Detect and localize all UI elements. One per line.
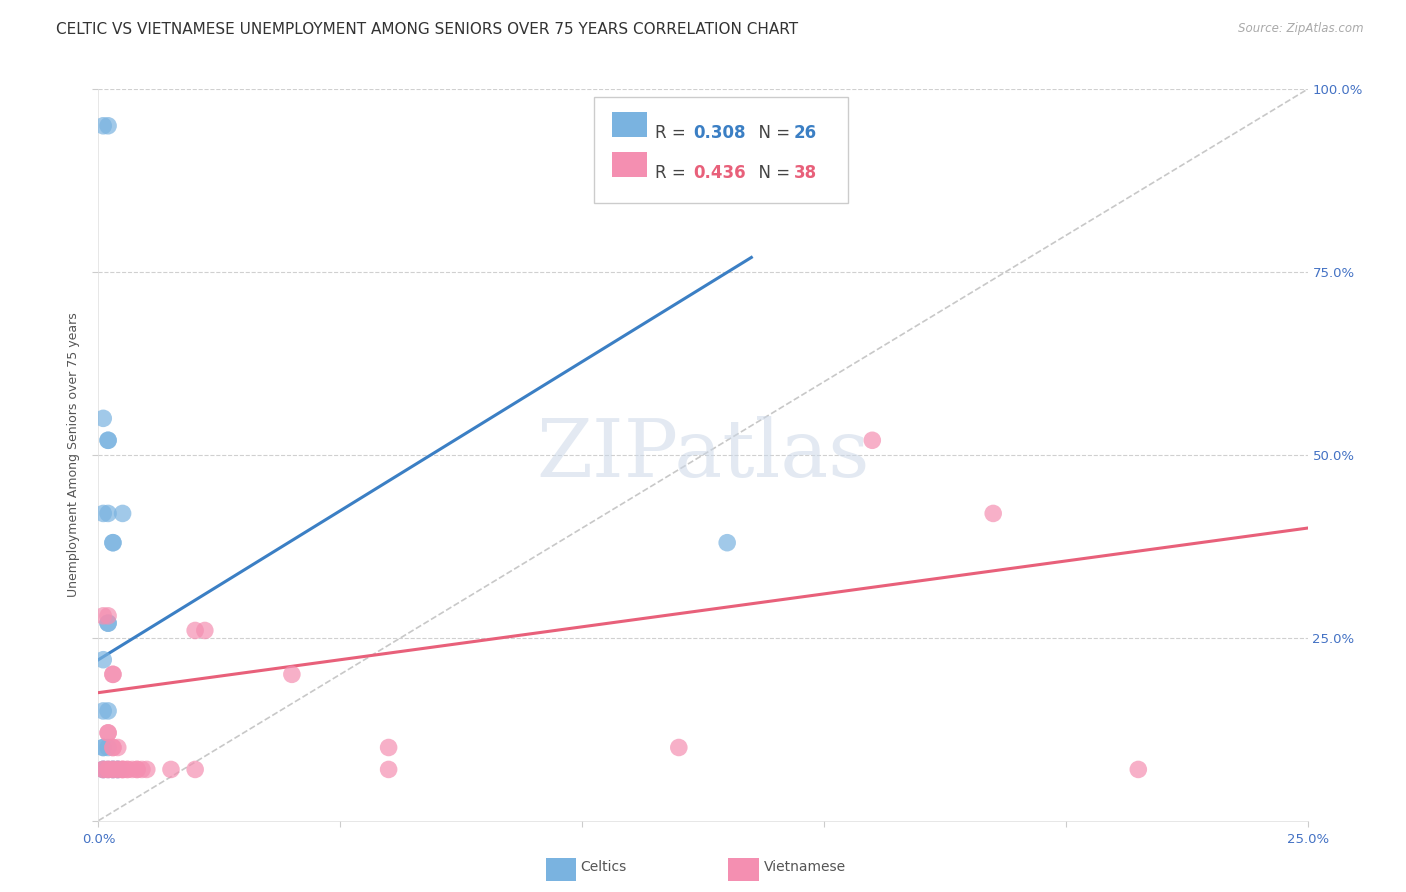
Point — [97, 726, 120, 740]
Point — [91, 763, 114, 777]
Point — [107, 763, 129, 777]
Point — [131, 763, 153, 777]
Point — [117, 763, 139, 777]
Y-axis label: Unemployment Among Seniors over 75 years: Unemployment Among Seniors over 75 years — [66, 312, 80, 598]
Point — [91, 740, 114, 755]
Text: 38: 38 — [793, 164, 817, 182]
Point — [184, 763, 207, 777]
Point — [160, 763, 183, 777]
Point — [97, 763, 120, 777]
FancyBboxPatch shape — [613, 153, 647, 177]
Point — [91, 763, 114, 777]
FancyBboxPatch shape — [613, 112, 647, 136]
Point — [111, 763, 134, 777]
Point — [101, 667, 124, 681]
Point — [101, 535, 124, 549]
Point — [101, 763, 124, 777]
Point — [117, 763, 139, 777]
Point — [97, 616, 120, 631]
Text: R =: R = — [655, 164, 690, 182]
Point — [91, 704, 114, 718]
FancyBboxPatch shape — [595, 96, 848, 202]
Point — [107, 763, 129, 777]
Point — [111, 507, 134, 521]
Point — [91, 411, 114, 425]
Point — [101, 763, 124, 777]
Point — [377, 763, 399, 777]
Point — [97, 507, 120, 521]
Point — [97, 616, 120, 631]
Point — [91, 608, 114, 623]
Point — [91, 653, 114, 667]
Text: 26: 26 — [793, 124, 817, 142]
Text: N =: N = — [748, 124, 796, 142]
Point — [716, 535, 738, 549]
Point — [135, 763, 157, 777]
Text: Vietnamese: Vietnamese — [763, 860, 845, 874]
Point — [107, 763, 129, 777]
Point — [107, 740, 129, 755]
Point — [860, 434, 883, 448]
Point — [101, 763, 124, 777]
Point — [107, 763, 129, 777]
Point — [127, 763, 149, 777]
Point — [97, 434, 120, 448]
Point — [91, 763, 114, 777]
Point — [111, 763, 134, 777]
Point — [97, 434, 120, 448]
Point — [97, 763, 120, 777]
Point — [91, 507, 114, 521]
Text: 0.308: 0.308 — [693, 124, 745, 142]
Text: N =: N = — [748, 164, 796, 182]
Point — [184, 624, 207, 638]
Point — [97, 763, 120, 777]
Point — [97, 726, 120, 740]
Point — [668, 740, 690, 755]
Point — [101, 763, 124, 777]
Point — [91, 763, 114, 777]
Text: Source: ZipAtlas.com: Source: ZipAtlas.com — [1239, 22, 1364, 36]
Point — [377, 740, 399, 755]
Point — [97, 740, 120, 755]
Point — [97, 608, 120, 623]
Point — [97, 119, 120, 133]
Text: R =: R = — [655, 124, 690, 142]
Point — [91, 740, 114, 755]
Point — [1128, 763, 1150, 777]
Point — [101, 740, 124, 755]
Text: ZIPatlas: ZIPatlas — [536, 416, 870, 494]
Point — [981, 507, 1004, 521]
Text: 0.436: 0.436 — [693, 164, 747, 182]
Point — [194, 624, 217, 638]
Point — [101, 535, 124, 549]
Point — [101, 740, 124, 755]
Point — [121, 763, 143, 777]
Point — [111, 763, 134, 777]
Point — [91, 119, 114, 133]
Point — [97, 704, 120, 718]
Text: CELTIC VS VIETNAMESE UNEMPLOYMENT AMONG SENIORS OVER 75 YEARS CORRELATION CHART: CELTIC VS VIETNAMESE UNEMPLOYMENT AMONG … — [56, 22, 799, 37]
Point — [101, 667, 124, 681]
Point — [281, 667, 304, 681]
Point — [127, 763, 149, 777]
Text: Celtics: Celtics — [581, 860, 627, 874]
